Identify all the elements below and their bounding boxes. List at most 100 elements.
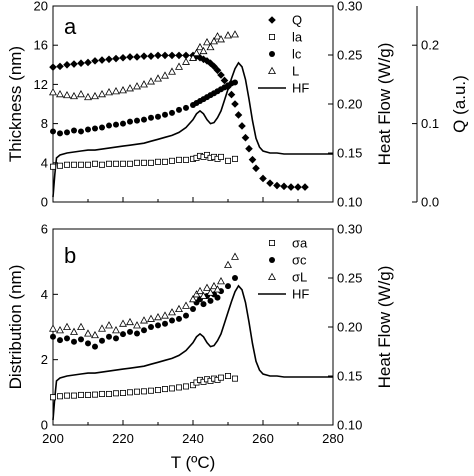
data-point — [217, 277, 225, 285]
data-point — [148, 114, 154, 121]
x-tick-label: 220 — [112, 431, 134, 446]
data-point — [113, 160, 120, 167]
data-point — [203, 38, 211, 46]
data-point — [161, 386, 168, 393]
y2-tick-label: 0.10 — [337, 418, 362, 433]
q-tick-label: 0.2 — [421, 38, 439, 53]
data-point — [154, 51, 162, 60]
data-point — [92, 343, 98, 350]
data-point — [266, 179, 274, 187]
data-point — [85, 340, 91, 347]
data-point — [56, 62, 64, 71]
data-point — [225, 283, 231, 290]
data-point — [168, 67, 176, 75]
data-point — [231, 30, 239, 38]
data-point — [71, 161, 78, 168]
data-point — [231, 375, 238, 382]
data-point — [224, 31, 232, 39]
y-tick-label: 6 — [41, 222, 48, 237]
data-point — [112, 87, 120, 95]
data-point — [63, 61, 71, 69]
legend-marker — [268, 66, 276, 74]
data-point — [92, 391, 99, 398]
data-point — [161, 71, 169, 79]
data-point — [224, 260, 232, 268]
data-point — [71, 127, 77, 134]
data-point — [70, 60, 78, 68]
data-point — [231, 155, 238, 162]
data-point — [183, 104, 189, 111]
data-point — [70, 91, 78, 100]
panel-a-y-axis-label: Thickness (nm) — [6, 46, 25, 162]
data-point — [168, 308, 176, 316]
data-point — [287, 183, 295, 191]
data-point — [56, 326, 64, 334]
data-point — [84, 92, 92, 101]
q-tick-label: 0.1 — [421, 116, 439, 131]
data-point — [105, 321, 113, 329]
data-point — [227, 90, 236, 99]
y-tick-label: 0 — [41, 418, 48, 433]
data-point — [192, 48, 201, 57]
data-point — [148, 324, 154, 330]
data-point — [127, 389, 134, 396]
data-point — [175, 304, 183, 313]
data-point — [49, 88, 57, 96]
data-point — [77, 322, 85, 330]
panel-b-heatflow-layer — [52, 284, 333, 421]
panel-b-legend: σa σc σL HF — [258, 236, 309, 302]
data-point — [168, 51, 176, 60]
data-point — [154, 312, 162, 321]
data-point — [199, 291, 208, 299]
data-point — [120, 120, 126, 127]
data-point — [119, 86, 127, 94]
data-point — [169, 317, 175, 324]
data-point — [98, 89, 106, 98]
legend-marker — [268, 34, 275, 41]
data-point — [105, 88, 113, 96]
data-point — [169, 109, 175, 116]
legend-label: σc — [292, 253, 307, 268]
data-point — [140, 80, 148, 88]
data-point — [85, 161, 92, 168]
data-point — [224, 157, 231, 164]
data-point — [112, 326, 120, 334]
data-point — [85, 391, 92, 398]
panel-a: 0 4 8 12 16 20 0.10 0.15 0.20 0.25 0.30 0.0 0.1 0.2 a… — [6, 0, 469, 210]
data-point — [175, 156, 182, 163]
data-point — [84, 58, 92, 67]
data-point — [259, 174, 267, 183]
data-point — [56, 89, 64, 98]
data-point — [98, 56, 106, 64]
data-point — [248, 155, 257, 164]
data-point — [147, 314, 155, 322]
data-point — [141, 116, 147, 123]
data-point — [294, 183, 302, 191]
legend-label: σa — [292, 236, 308, 251]
data-point — [77, 89, 85, 98]
data-point — [64, 392, 71, 399]
x-tick-label: 200 — [42, 431, 64, 446]
data-point — [99, 337, 105, 344]
data-point — [203, 283, 211, 291]
data-point — [112, 54, 120, 63]
legend-marker — [268, 16, 276, 24]
data-point — [50, 394, 57, 401]
data-point — [113, 390, 120, 397]
data-point — [120, 331, 126, 338]
data-point — [57, 337, 63, 344]
data-point — [119, 319, 127, 327]
data-point — [241, 133, 250, 142]
data-point — [161, 158, 168, 165]
data-point — [196, 42, 204, 51]
data-point — [78, 336, 84, 343]
panel-a-q-axis-label: Q (a.u.) — [450, 75, 469, 133]
data-point — [154, 74, 162, 82]
data-point — [99, 124, 105, 131]
data-point — [280, 182, 288, 191]
data-point — [182, 301, 190, 309]
data-point — [133, 388, 140, 395]
data-point — [200, 301, 207, 308]
data-point — [127, 328, 133, 335]
legend-label: Q — [292, 13, 302, 28]
